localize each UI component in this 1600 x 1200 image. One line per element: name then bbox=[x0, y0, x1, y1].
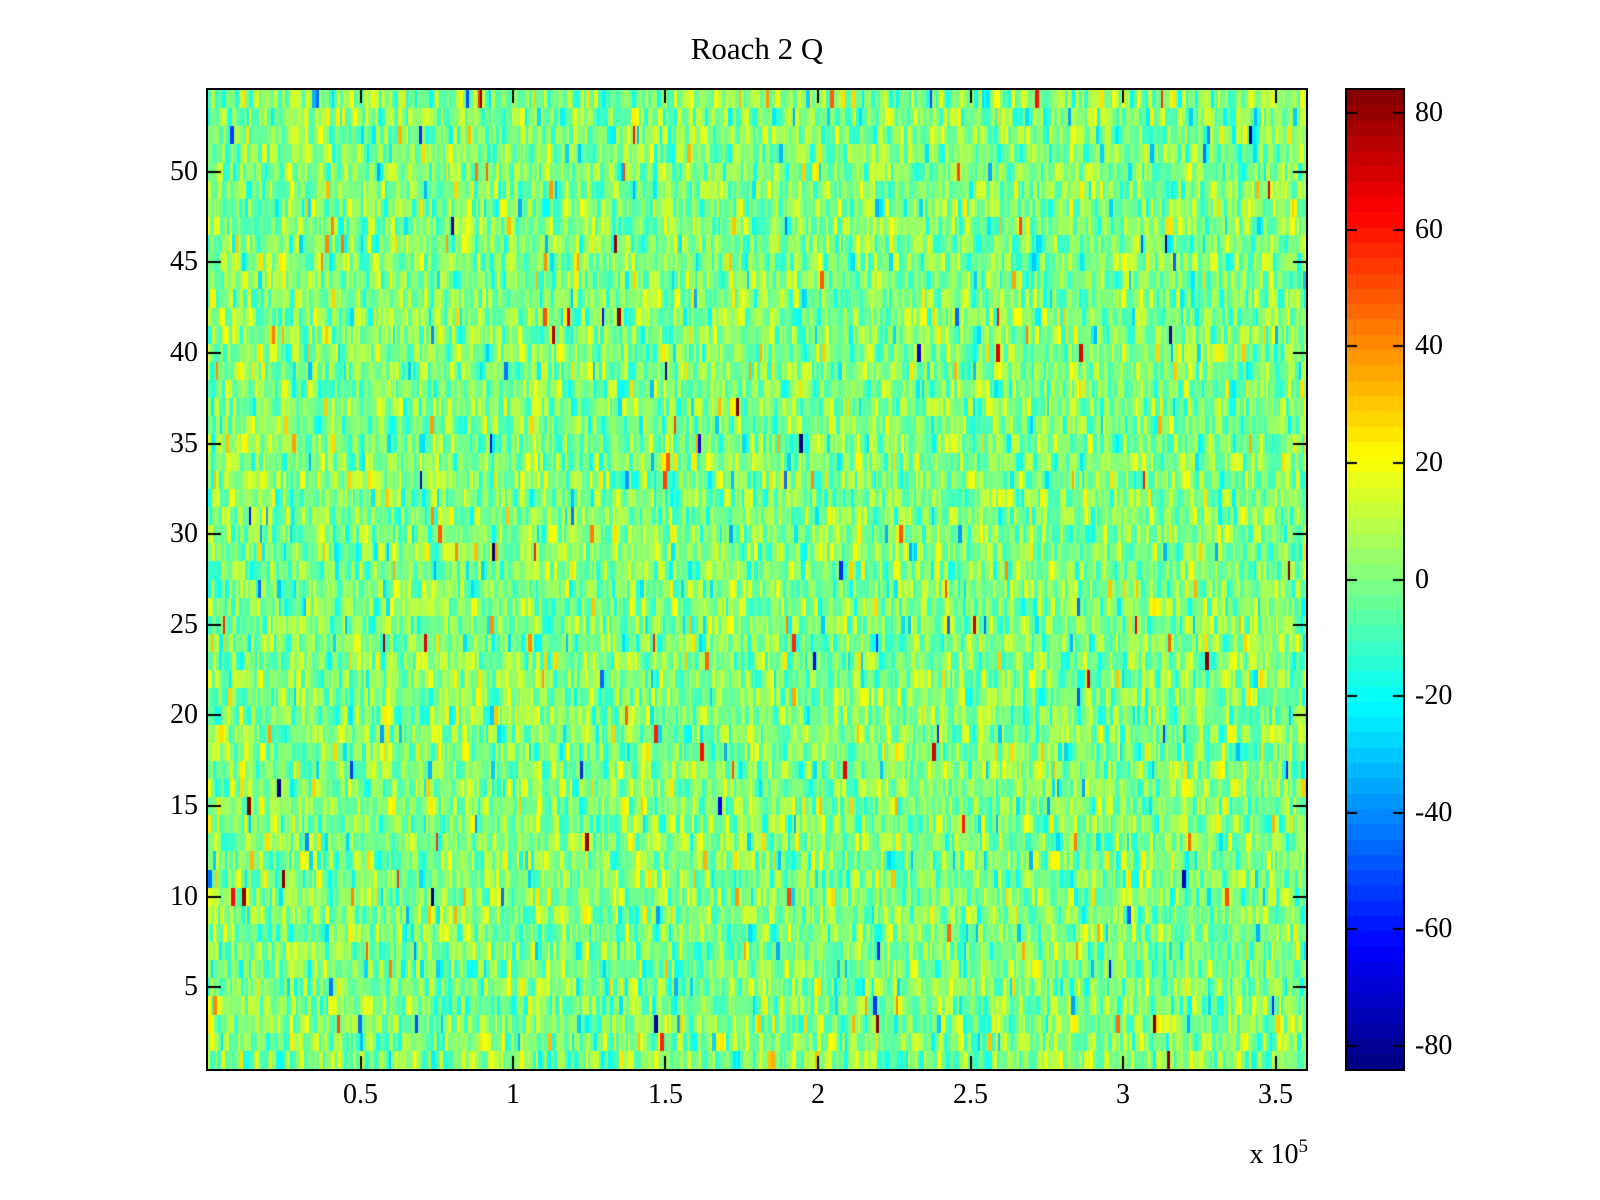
x-axis-multiplier: x 105 bbox=[1146, 1104, 1309, 1200]
x-axis-multiplier-base: x 10 bbox=[1249, 1139, 1299, 1170]
chart-title: Roach 2 Q bbox=[690, 31, 824, 66]
colorbar-tick-label: -80 bbox=[1415, 1029, 1453, 1061]
colorbar-canvas bbox=[1347, 90, 1403, 1069]
colorbar-tick-label: 0 bbox=[1415, 563, 1429, 595]
y-axis-tick-label: 50 bbox=[170, 155, 198, 187]
y-axis-tick-label: 40 bbox=[170, 336, 198, 368]
plot-area-frame bbox=[206, 88, 1308, 1071]
colorbar-tick-label: 40 bbox=[1415, 330, 1443, 362]
y-axis-tick-label: 5 bbox=[184, 971, 198, 1003]
colorbar-tick-label: -20 bbox=[1415, 680, 1453, 712]
x-axis-tick-label: 0.5 bbox=[343, 1079, 378, 1110]
colorbar-tick-label: -40 bbox=[1415, 796, 1453, 828]
x-axis-tick-label: 1 bbox=[506, 1079, 520, 1110]
y-axis-tick-label: 30 bbox=[170, 518, 198, 550]
y-axis-tick-label: 10 bbox=[170, 880, 198, 912]
x-axis-tick-label: 1.5 bbox=[648, 1079, 683, 1110]
y-axis-tick-label: 25 bbox=[170, 608, 198, 640]
y-axis-tick-label: 20 bbox=[170, 699, 198, 731]
x-axis-tick-label: 2.5 bbox=[953, 1079, 988, 1110]
colorbar-tick-label: -60 bbox=[1415, 913, 1453, 945]
colorbar-frame bbox=[1345, 88, 1405, 1071]
colorbar-tick-label: 80 bbox=[1415, 97, 1443, 129]
colorbar-tick-label: 60 bbox=[1415, 213, 1443, 245]
x-axis-multiplier-exponent: 5 bbox=[1298, 1136, 1309, 1157]
colorbar-tick-label: 20 bbox=[1415, 446, 1443, 478]
y-axis-tick-label: 45 bbox=[170, 246, 198, 278]
x-axis-tick-label: 2 bbox=[811, 1079, 825, 1110]
y-axis-tick-label: 35 bbox=[170, 427, 198, 459]
heatmap-canvas bbox=[208, 90, 1306, 1069]
y-axis-tick-label: 15 bbox=[170, 790, 198, 822]
